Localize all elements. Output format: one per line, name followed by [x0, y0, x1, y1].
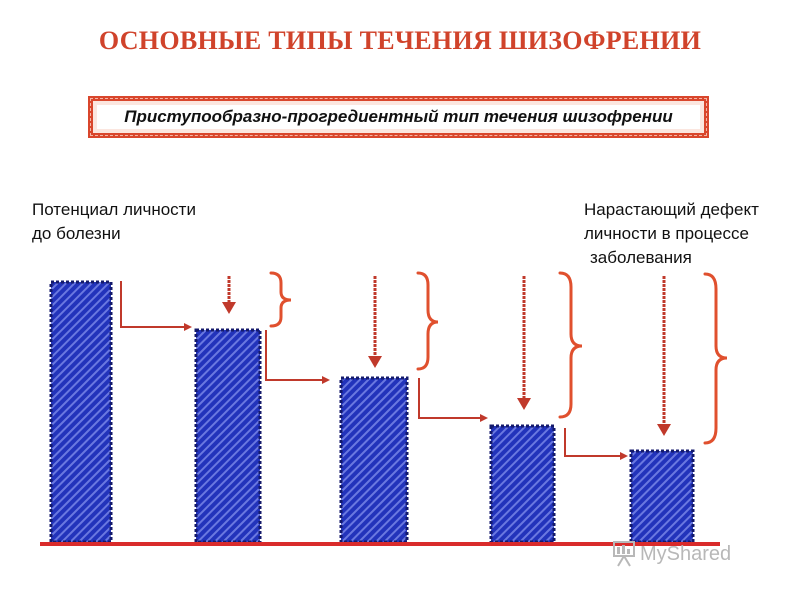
bar-2 [194, 328, 262, 544]
down-arrow-3 [517, 276, 531, 410]
down-arrow-1 [222, 276, 236, 314]
presentation-board-icon: MyShared [613, 541, 731, 567]
bar-1 [49, 280, 113, 544]
growing-defect-line-2: личности в процессе [584, 224, 749, 243]
curly-brace-3 [558, 271, 583, 419]
growing-defect-label: Нарастающий дефект личности в процессе з… [584, 198, 759, 270]
down-arrow-4 [657, 276, 671, 436]
subtitle-frame: Приступообразно-прогредиентный тип течен… [88, 96, 709, 138]
down-arrow-2 [368, 276, 382, 368]
step-arrow-1 [120, 281, 192, 331]
watermark: MyShared [612, 536, 772, 576]
subtitle-frame-inner [97, 105, 700, 129]
curly-brace-2 [416, 271, 439, 371]
personality-potential-line-2: до болезни [32, 224, 121, 243]
curly-brace-1 [269, 271, 292, 328]
bar-3 [339, 376, 409, 544]
slide-subtitle: Приступообразно-прогредиентный тип течен… [124, 107, 673, 126]
step-arrow-4 [564, 428, 628, 460]
personality-potential-line-1: Потенциал личности [32, 200, 196, 219]
curly-brace-4 [703, 272, 728, 445]
bar-4 [489, 424, 556, 544]
watermark-text: MyShared [640, 543, 731, 565]
bar-5 [629, 449, 695, 544]
growing-defect-line-3: заболевания [590, 248, 692, 267]
step-arrow-3 [418, 378, 488, 422]
slide-title: ОСНОВНЫЕ ТИПЫ ТЕЧЕНИЯ ШИЗОФРЕНИИ [98, 26, 702, 55]
personality-potential-label: Потенциал личности до болезни [32, 198, 196, 246]
growing-defect-line-1: Нарастающий дефект [584, 200, 759, 219]
step-arrow-2 [265, 330, 330, 384]
